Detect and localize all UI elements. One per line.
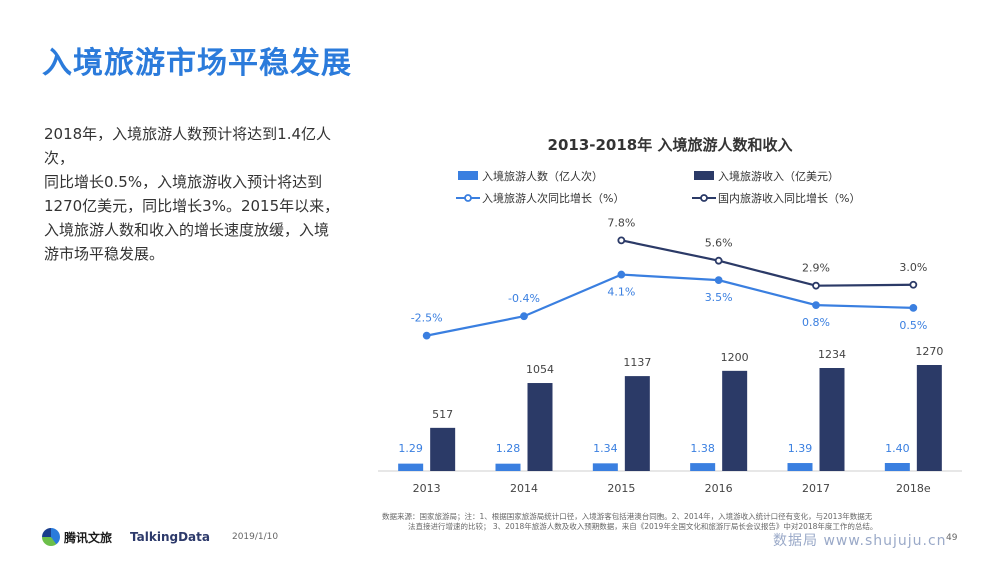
bar-value-label: 1.38 [690,442,715,455]
line-point [714,256,723,265]
source-note-line: 法直接进行增速的比较； 3、2018年旅游人数及收入预期数据，来自《2019年全… [408,522,878,531]
bar-value-label: 1200 [721,351,749,364]
line-value-label: 0.5% [899,319,927,332]
bar-value-label: 1.28 [496,442,521,455]
bar [527,383,553,471]
summary-line: 2018年，入境旅游人数预计将达到1.4亿人次， [44,125,332,167]
line-point [617,270,626,279]
line-value-label: 4.1% [607,286,635,299]
legend-swatch [694,171,714,180]
bar [690,463,716,471]
chart-title: 2013-2018年 入境旅游人数和收入 [548,136,793,154]
series-line [621,239,914,287]
line-value-label: -0.4% [508,292,540,305]
line-value-label: 3.0% [899,261,927,274]
bar [916,365,942,471]
legend-label: 国内旅游收入同比增长（%） [718,191,860,205]
bar [592,463,618,471]
summary-line: 游市场平稳发展。 [44,245,165,263]
x-tick-label: 2017 [802,482,830,495]
bar [398,463,424,471]
talkingdata-logo: TalkingData [130,530,210,544]
tencent-logo-icon [42,528,60,546]
legend-marker [700,194,708,202]
page-number: 49 [946,533,958,543]
bar [819,368,845,471]
summary-line: 同比增长0.5%，入境旅游收入预计将达到 [44,173,323,191]
tencent-logo-text: 腾讯文旅 [64,530,113,545]
bar [430,427,456,471]
bar [495,463,521,471]
bar-value-label: 1234 [818,348,846,361]
line-value-label: 3.5% [705,291,733,304]
legend-label: 入境旅游人次同比增长（%） [482,191,624,205]
watermark: 数据局 www.shujuju.cn [773,533,947,549]
bar-value-label: 517 [432,408,453,421]
bar [787,463,813,471]
bar-value-label: 1.29 [398,442,423,455]
bar-value-label: 1054 [526,363,554,376]
bar-value-label: 1270 [915,345,943,358]
summary-text: 2018年，入境旅游人数预计将达到1.4亿人次， 同比增长0.5%，入境旅游收入… [44,122,354,266]
line-point [714,276,723,285]
line-point [617,236,626,245]
line-value-label: 5.6% [705,237,733,250]
legend-marker [464,194,472,202]
x-tick-label: 2016 [705,482,733,495]
legend-label: 入境旅游人数（亿人次） [482,169,603,183]
line-value-label: 7.8% [607,216,635,229]
bar [722,370,748,471]
line-point [812,301,820,310]
source-note: 数据来源：国家旅游局；注：1、根据国家旅游局统计口径，入境游客包括港澳台同胞。2… [382,512,960,532]
x-tick-label: 2014 [510,482,538,495]
footer: 腾讯文旅 TalkingData 2019/1/10 [42,527,278,547]
line-point [422,331,431,340]
bar-value-label: 1.34 [593,442,618,455]
page-title: 入境旅游市场平稳发展 [42,46,352,81]
line-point [909,303,918,312]
legend-label: 入境旅游收入（亿美元） [718,169,839,183]
x-tick-label: 2018e [896,482,931,495]
line-value-label: -2.5% [411,312,443,325]
bar-value-label: 1.39 [788,442,813,455]
line-value-label: 2.9% [802,262,830,275]
line-value-label: 0.8% [802,316,830,329]
bar [624,376,650,471]
line-point [812,281,820,290]
line-point [909,280,918,289]
line-point [520,312,528,321]
source-note-line: 数据来源：国家旅游局；注：1、根据国家旅游局统计口径，入境游客包括港澳台同胞。2… [382,512,873,521]
bar-value-label: 1137 [623,356,651,369]
summary-line: 入境旅游人数和收入的增长速度放缓，入境 [44,221,330,239]
x-tick-label: 2015 [607,482,635,495]
bar-value-label: 1.40 [885,442,910,455]
report-date: 2019/1/10 [231,532,279,542]
bar [884,463,910,471]
x-tick-label: 2013 [413,482,441,495]
summary-line: 1270亿美元，同比增长3%。2015年以来， [44,197,340,215]
series-line [426,273,914,337]
legend-swatch [458,171,478,180]
